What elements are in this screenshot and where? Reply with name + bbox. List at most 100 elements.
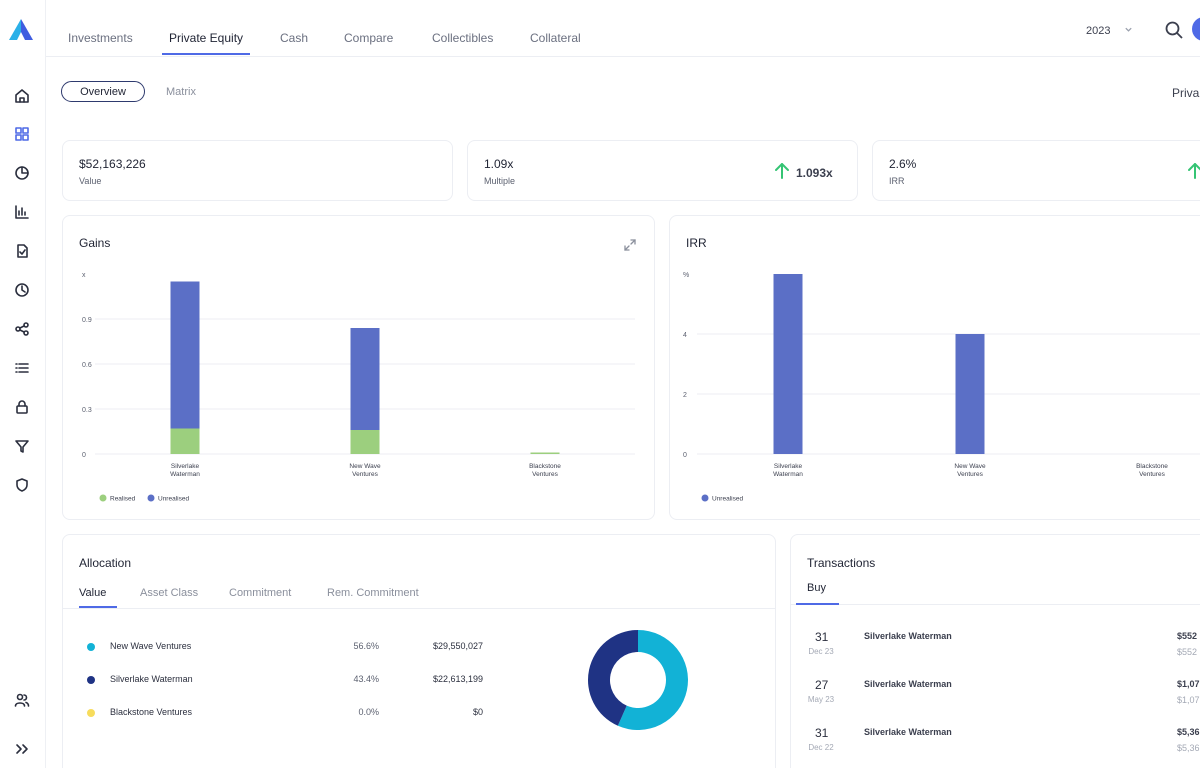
tab-collateral[interactable]: Collateral: [530, 31, 581, 45]
avatar[interactable]: [1192, 17, 1200, 41]
transaction-row[interactable]: 31 Dec 22 Silverlake Waterman $5,36 $5,3…: [791, 726, 1200, 762]
transaction-date: Dec 23: [808, 647, 834, 656]
x-tick-label: Blackstone: [529, 463, 561, 470]
active-tab-indicator: [796, 603, 839, 605]
legend-label: Unrealised: [158, 496, 189, 503]
users-icon[interactable]: [12, 690, 32, 710]
search-icon[interactable]: [1164, 20, 1184, 40]
transaction-day: 27: [815, 678, 829, 692]
transaction-name: Silverlake Waterman: [864, 727, 952, 737]
lock-icon[interactable]: [12, 397, 32, 417]
x-tick-label: Ventures: [957, 471, 983, 478]
kpi-label: Value: [79, 176, 102, 186]
transaction-name: Silverlake Waterman: [864, 631, 952, 641]
tab-commitment[interactable]: Commitment: [229, 587, 292, 599]
sidebar: [0, 0, 46, 768]
allocation-tabs: Value Asset Class Commitment Rem. Commit…: [63, 585, 775, 609]
transaction-amount: $552: [1177, 631, 1198, 641]
shield-icon[interactable]: [12, 475, 32, 495]
allocation-row[interactable]: Blackstone Ventures 0.0% $0: [87, 706, 487, 722]
tab-rem-commitment[interactable]: Rem. Commitment: [327, 587, 419, 599]
subtab-matrix[interactable]: Matrix: [166, 86, 196, 98]
transaction-date: May 23: [807, 695, 835, 704]
legend-label: Unrealised: [712, 496, 743, 503]
year-value: 2023: [1086, 25, 1111, 37]
allocation-donut-chart: [588, 630, 688, 730]
y-tick-label: 0.6: [82, 362, 92, 369]
y-tick-label: 4: [683, 332, 687, 339]
legend-dot: [87, 709, 95, 717]
kpi-card-multiple: 1.09x Multiple 1.093x: [467, 140, 858, 201]
chevron-down-icon: [1124, 25, 1133, 37]
bar-chart-icon[interactable]: [12, 202, 32, 222]
donut-slice: [617, 630, 688, 730]
allocation-amount: $29,550,027: [432, 641, 483, 651]
legend-dot: [99, 494, 107, 502]
filter-icon[interactable]: [12, 436, 32, 456]
kpi-value: 1.09x: [484, 157, 514, 171]
expand-sidebar-icon[interactable]: [12, 739, 32, 759]
transaction-amount: $5,36: [1177, 727, 1200, 737]
allocation-percent: 43.4%: [353, 674, 379, 684]
kpi-change-value: 1.093x: [796, 165, 833, 180]
transaction-amount: $1,07: [1177, 679, 1200, 689]
share-icon[interactable]: [12, 319, 32, 339]
legend-dot: [87, 643, 95, 651]
transaction-name: Silverlake Waterman: [864, 679, 952, 689]
dashboard-grid-icon[interactable]: [12, 124, 32, 144]
tab-investments[interactable]: Investments: [68, 31, 133, 45]
x-tick-label: Ventures: [352, 471, 378, 478]
clock-icon[interactable]: [12, 280, 32, 300]
y-axis-unit-label: x: [82, 272, 86, 279]
tab-asset-class[interactable]: Asset Class: [140, 587, 199, 599]
kpi-value: $52,163,226: [79, 157, 146, 171]
donut-slice: [588, 630, 638, 726]
tab-value[interactable]: Value: [79, 587, 107, 599]
transaction-day: 31: [815, 726, 829, 740]
kpi-card-irr: 2.6% IRR: [872, 140, 1200, 201]
list-icon[interactable]: [12, 358, 32, 378]
transaction-date: Dec 22: [808, 743, 834, 752]
y-tick-label: 0: [82, 452, 86, 459]
transactions-title: Transactions: [807, 556, 876, 570]
year-select[interactable]: 2023: [1086, 25, 1133, 37]
legend-dot: [701, 494, 709, 502]
document-check-icon[interactable]: [12, 241, 32, 261]
gains-chart-card: Gains 0 0.3 0.6 0.9 x Silverlake Waterman New W…: [62, 215, 655, 520]
tab-cash[interactable]: Cash: [280, 31, 309, 45]
x-tick-label: Waterman: [170, 471, 200, 478]
y-tick-label: 0: [683, 452, 687, 459]
home-icon[interactable]: [12, 86, 32, 106]
allocation-name: New Wave Ventures: [110, 641, 192, 651]
allocation-row[interactable]: Silverlake Waterman 43.4% $22,613,199: [87, 673, 487, 689]
pie-chart-icon[interactable]: [12, 163, 32, 183]
transaction-amount-secondary: $1,07: [1177, 695, 1200, 705]
x-tick-label: Silverlake: [774, 463, 803, 470]
transaction-amount-secondary: $5,36: [1177, 743, 1200, 753]
bar-realised: [170, 428, 200, 454]
kpi-change: [1187, 162, 1200, 183]
allocation-percent: 56.6%: [353, 641, 379, 651]
transaction-day: 31: [815, 630, 829, 644]
expand-icon[interactable]: [623, 238, 637, 252]
tab-compare[interactable]: Compare: [344, 31, 394, 45]
divider: [791, 604, 1200, 605]
allocation-row[interactable]: New Wave Ventures 56.6% $29,550,027: [87, 640, 487, 656]
transaction-row[interactable]: 31 Dec 23 Silverlake Waterman $552 $552: [791, 630, 1200, 666]
kpi-label: IRR: [889, 176, 905, 186]
tab-buy[interactable]: Buy: [807, 582, 826, 594]
kpi-change: 1.093x: [774, 162, 833, 183]
bar-unrealised: [170, 281, 200, 429]
legend-label: Realised: [110, 496, 136, 503]
irr-chart-card: IRR 0 2 4% Silverlake Waterman New Wave Ventur…: [669, 215, 1200, 520]
tab-collectibles[interactable]: Collectibles: [432, 31, 494, 45]
x-tick-label: New Wave: [349, 463, 381, 470]
app-logo[interactable]: [8, 18, 34, 42]
transactions-card: Transactions Buy 31 Dec 23 Silverlake Wa…: [790, 534, 1200, 768]
subtab-overview[interactable]: Overview: [61, 81, 145, 102]
tab-private-equity[interactable]: Private Equity: [169, 31, 244, 45]
transaction-row[interactable]: 27 May 23 Silverlake Waterman $1,07 $1,0…: [791, 678, 1200, 714]
gains-chart-title: Gains: [79, 236, 111, 250]
arrow-up-icon: [1187, 162, 1200, 183]
